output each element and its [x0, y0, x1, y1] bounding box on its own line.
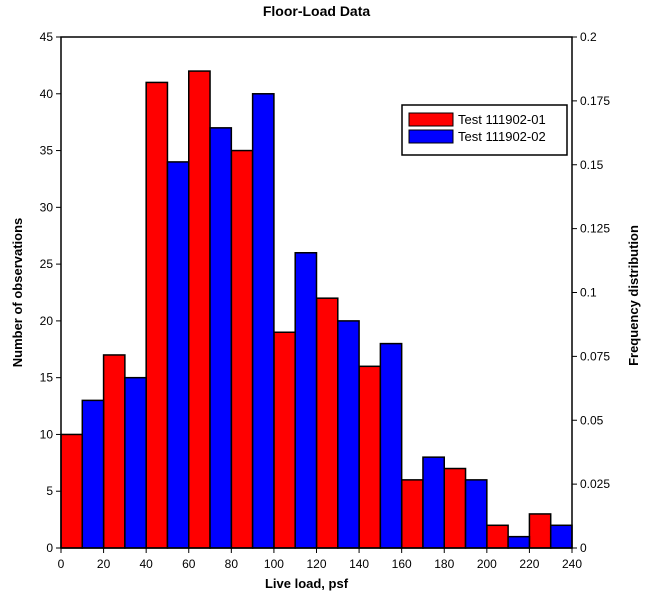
x-tick-label: 100 [264, 557, 284, 571]
y2-tick-label: 0.15 [580, 158, 604, 172]
y-tick-label: 15 [40, 371, 54, 385]
bar-series2-bin-130 [337, 320, 360, 549]
y2-tick-label: 0.025 [580, 477, 610, 491]
bar-series2-bin-170 [422, 456, 446, 549]
y-tick-label: 45 [40, 30, 54, 44]
y-tick-label: 35 [40, 144, 54, 158]
bar-series2-bin-230 [549, 524, 573, 549]
bar-series2-bin-150 [379, 342, 403, 549]
x-axis-label: Live load, psf [265, 576, 349, 591]
bar-series1-bin-140 [358, 365, 382, 549]
legend: Test 111902-01 Test 111902-02 [401, 104, 568, 156]
x-tick-label: 0 [58, 557, 65, 571]
x-axis-ticks: 0 20 40 60 80 100 120 140 160 180 200 220 240 [58, 548, 582, 571]
chart-title: Floor-Load Data [263, 3, 371, 19]
bar-series1-bin-80 [230, 149, 254, 549]
bar-series2-bin-190 [464, 479, 488, 549]
bar-series2-bin-70 [209, 127, 233, 549]
legend-label-series2: Test 111902-02 [458, 129, 546, 144]
bar-series1-bin-0 [60, 433, 84, 549]
bar-series1-bin-220 [528, 513, 552, 549]
x-tick-label: 160 [392, 557, 412, 571]
bar-series1-bin-20 [102, 354, 126, 549]
legend-label-series1: Test 111902-01 [458, 112, 546, 127]
y-axis-ticks: 0 5 10 15 20 25 30 35 40 45 [40, 30, 61, 555]
x-tick-label: 80 [225, 557, 239, 571]
y2-tick-label: 0 [580, 541, 587, 555]
x-tick-label: 240 [562, 557, 582, 571]
y2-tick-label: 0.05 [580, 413, 604, 427]
y-tick-label: 25 [40, 257, 54, 271]
y2-tick-label: 0.2 [580, 30, 597, 44]
y-tick-label: 5 [46, 484, 53, 498]
y-tick-label: 30 [40, 200, 54, 214]
bar-series2-bin-90 [251, 93, 275, 549]
y2-axis-ticks: 0 0.025 0.05 0.075 0.1 0.125 0.15 0.175 0.2 [572, 30, 610, 555]
bars-group [60, 70, 573, 549]
y2-tick-label: 0.175 [580, 94, 610, 108]
bar-series1-bin-180 [443, 467, 467, 549]
y-tick-label: 20 [40, 314, 54, 328]
y-tick-label: 10 [40, 427, 54, 441]
x-tick-label: 60 [182, 557, 196, 571]
x-tick-label: 200 [477, 557, 497, 571]
y2-tick-label: 0.125 [580, 222, 610, 236]
legend-swatch-series1 [408, 112, 454, 127]
bar-series1-bin-40 [145, 81, 169, 549]
x-tick-label: 140 [349, 557, 369, 571]
bar-series2-bin-50 [166, 161, 190, 549]
bar-series1-bin-200 [486, 524, 509, 549]
legend-swatch-series2 [408, 129, 454, 144]
bar-series1-bin-120 [315, 297, 339, 549]
y-tick-label: 0 [46, 541, 53, 555]
bar-series1-bin-160 [400, 479, 424, 549]
y2-tick-label: 0.075 [580, 349, 610, 363]
bar-series2-bin-110 [294, 252, 318, 549]
bar-series2-bin-210 [507, 535, 531, 549]
y-tick-label: 40 [40, 87, 54, 101]
x-tick-label: 20 [97, 557, 111, 571]
x-tick-label: 120 [306, 557, 326, 571]
y2-axis-label: Frequency distribution [626, 225, 641, 366]
bar-series2-bin-10 [81, 399, 105, 549]
x-tick-label: 180 [434, 557, 454, 571]
y-axis-label: Number of observations [10, 218, 25, 368]
bar-series1-bin-100 [273, 331, 296, 549]
x-tick-label: 40 [139, 557, 153, 571]
bar-series1-bin-60 [188, 70, 211, 549]
bar-series2-bin-30 [124, 376, 147, 549]
x-tick-label: 220 [519, 557, 539, 571]
y2-tick-label: 0.1 [580, 286, 597, 300]
